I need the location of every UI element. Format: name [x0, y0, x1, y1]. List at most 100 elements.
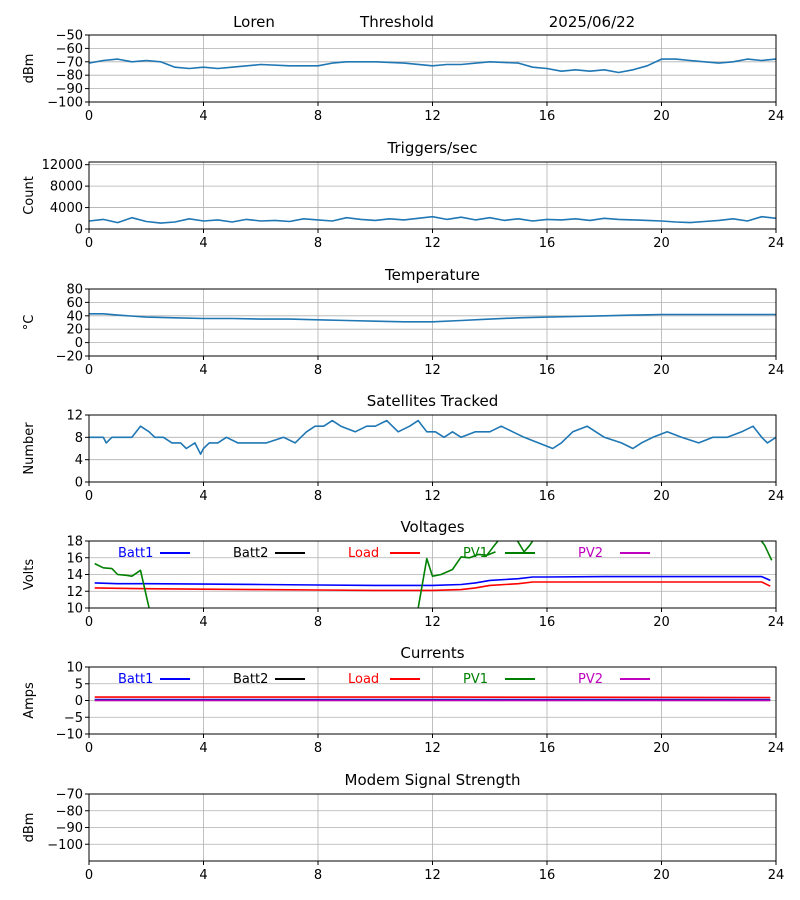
x-tick-label: 12: [424, 236, 441, 251]
y-tick-label: −5: [64, 711, 83, 726]
y-tick-label: 14: [66, 568, 83, 583]
x-tick-label: 20: [653, 109, 670, 124]
x-tick-label: 8: [314, 868, 322, 883]
chart-panel-satellites: Satellites Tracked 0 4 8 12 16 20 24 0 4 8 12 Number: [22, 392, 784, 504]
x-tick-label: 16: [539, 489, 556, 504]
x-tick-label: 16: [539, 363, 556, 378]
series-group: [89, 312, 776, 323]
y-tick-label: 8: [75, 431, 83, 446]
x-tick-label: 0: [85, 741, 93, 756]
y-tick-label: −80: [56, 69, 83, 84]
legend-label-pv2: PV2: [578, 546, 603, 561]
x-tick-label: 12: [424, 363, 441, 378]
y-tick-label: 10: [66, 602, 83, 617]
y-tick-label: −50: [56, 29, 83, 44]
chart-panel-triggers: Triggers/sec 0 4 8 12 16 20 24 0 4000 8000 12000 Cou…: [22, 139, 784, 251]
y-tick-label: −70: [56, 788, 83, 803]
y-tick-label: −10: [56, 728, 83, 743]
y-tick-label: 4: [75, 453, 83, 468]
chart-title: Currents: [400, 644, 464, 662]
x-tick-label: 24: [768, 109, 785, 124]
chart-panel-modem: Modem Signal Strength 0 4 8 12 16 20 24 −100 −90 −…: [22, 771, 784, 883]
y-tick-label: −80: [56, 804, 83, 819]
station-name: Loren: [233, 13, 275, 31]
x-tick-label: 8: [314, 109, 322, 124]
x-tick-label: 0: [85, 868, 93, 883]
y-tick-label: 0: [75, 694, 83, 709]
y-tick-label: −90: [56, 82, 83, 97]
legend-label-load: Load: [348, 546, 379, 561]
figure-header: Loren Threshold 2025/06/22: [233, 13, 635, 31]
y-tick-label: −90: [56, 821, 83, 836]
y-axis-label: °C: [22, 315, 37, 331]
x-tick-label: 0: [85, 109, 93, 124]
series-line-batt1: [94, 575, 771, 587]
legend-label-batt2: Batt2: [233, 546, 268, 561]
x-tick-label: 24: [768, 741, 785, 756]
x-tick-label: 16: [539, 741, 556, 756]
x-tick-label: 0: [85, 489, 93, 504]
y-tick-label: 16: [66, 551, 83, 566]
series-line-pv1-b: [417, 551, 496, 608]
x-tick-label: 24: [768, 615, 785, 630]
y-tick-label: −100: [47, 96, 83, 111]
series-line-data: [89, 312, 776, 323]
series-line-pv1-d: [516, 541, 534, 553]
x-tick-label: 8: [314, 236, 322, 251]
y-tick-label: 8000: [50, 180, 83, 195]
x-tick-label: 8: [314, 489, 322, 504]
y-axis-label: Amps: [22, 682, 37, 719]
series-line-load: [94, 581, 771, 592]
legend-label-batt1: Batt1: [118, 546, 153, 561]
x-tick-label: 12: [424, 868, 441, 883]
chart-title: Temperature: [384, 266, 480, 284]
legend-label-load: Load: [348, 672, 379, 687]
y-tick-label: 4000: [50, 201, 83, 216]
series-line-data: [89, 58, 776, 74]
y-tick-label: 12000: [42, 158, 83, 173]
x-tick-label: 12: [424, 489, 441, 504]
x-tick-label: 4: [199, 363, 207, 378]
legend-label-batt2: Batt2: [233, 672, 268, 687]
date-label: 2025/06/22: [549, 13, 635, 31]
series-group: [89, 215, 776, 224]
y-tick-label: 80: [66, 283, 83, 298]
series-line-pv1: [94, 562, 151, 608]
y-tick-label: −100: [47, 838, 83, 853]
legend-label-pv2: PV2: [578, 672, 603, 687]
chart-title: Triggers/sec: [387, 139, 478, 157]
legend-label-batt1: Batt1: [118, 672, 153, 687]
x-tick-label: 0: [85, 615, 93, 630]
y-tick-label: −70: [56, 55, 83, 70]
y-tick-label: −20: [56, 350, 83, 365]
series-line-data: [89, 215, 776, 224]
chart-title: Modem Signal Strength: [345, 771, 521, 789]
x-tick-label: 20: [653, 868, 670, 883]
x-tick-label: 8: [314, 615, 322, 630]
y-tick-label: 0: [75, 476, 83, 491]
x-tick-label: 8: [314, 363, 322, 378]
x-tick-label: 24: [768, 489, 785, 504]
x-tick-label: 24: [768, 868, 785, 883]
x-tick-label: 4: [199, 615, 207, 630]
y-tick-label: 0: [75, 336, 83, 351]
y-tick-label: 5: [75, 677, 83, 692]
x-tick-label: 20: [653, 615, 670, 630]
series-group: [94, 696, 771, 702]
series-line-pv1-e: [760, 541, 773, 561]
series-line-pv1-c: [486, 541, 499, 556]
y-tick-label: 12: [66, 409, 83, 424]
y-tick-label: 0: [75, 223, 83, 238]
x-tick-label: 4: [199, 489, 207, 504]
x-tick-label: 4: [199, 741, 207, 756]
y-tick-label: 18: [66, 535, 83, 550]
x-tick-label: 20: [653, 236, 670, 251]
y-tick-label: −60: [56, 42, 83, 57]
y-tick-label: 60: [66, 296, 83, 311]
y-tick-label: 40: [66, 309, 83, 324]
x-tick-label: 16: [539, 615, 556, 630]
series-group: [89, 419, 776, 455]
